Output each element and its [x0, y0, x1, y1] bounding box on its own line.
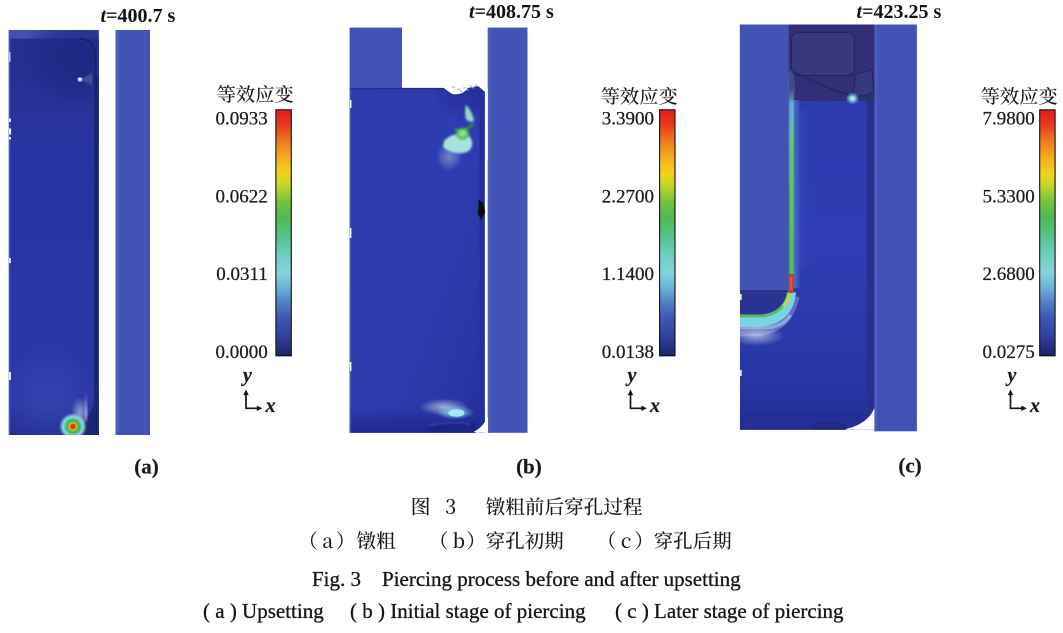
svg-text:y: y [626, 365, 637, 387]
svg-text:3.3900: 3.3900 [602, 109, 654, 130]
svg-text:2.6800: 2.6800 [982, 264, 1034, 285]
svg-text:(b): (b) [516, 455, 542, 479]
svg-text:(c): (c) [898, 454, 921, 478]
svg-text:x: x [1029, 395, 1040, 417]
svg-text:x: x [649, 395, 660, 417]
svg-text:5.3300: 5.3300 [982, 186, 1034, 207]
svg-text:0.0622: 0.0622 [216, 186, 268, 207]
svg-text:0.0275: 0.0275 [982, 342, 1034, 363]
svg-text:x: x [265, 395, 276, 417]
svg-text:0.0311: 0.0311 [216, 264, 268, 285]
svg-text:(a): (a) [134, 455, 159, 479]
svg-text:7.9800: 7.9800 [982, 109, 1034, 130]
svg-text:0.0933: 0.0933 [216, 109, 268, 130]
svg-text:0.0138: 0.0138 [602, 342, 654, 363]
svg-text:0.0000: 0.0000 [216, 342, 268, 363]
svg-text:y: y [241, 365, 252, 387]
svg-text:y: y [1006, 365, 1017, 387]
svg-text:2.2700: 2.2700 [602, 186, 654, 207]
svg-text:1.1400: 1.1400 [602, 264, 654, 285]
